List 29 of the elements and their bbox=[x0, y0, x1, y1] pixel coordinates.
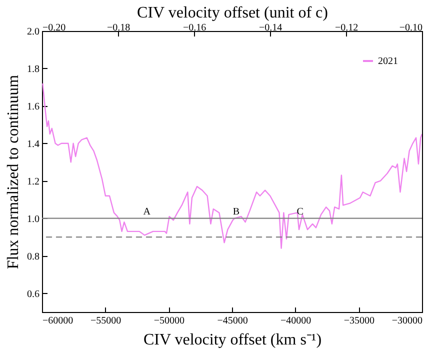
y-tick-label: 1.0 bbox=[27, 214, 40, 225]
y-tick-label: 1.6 bbox=[27, 101, 40, 112]
legend-label: 2021 bbox=[378, 56, 398, 67]
y-tick-label: 0.6 bbox=[27, 288, 40, 300]
x-tick-label: −30000 bbox=[392, 316, 422, 326]
y-tick-label: 2.0 bbox=[27, 26, 40, 38]
x2-tick-label: −0.16 bbox=[182, 22, 206, 34]
x2-tick-label: −0.12 bbox=[334, 22, 358, 34]
x-tick-label: −60000 bbox=[42, 316, 74, 326]
x2-tick-label: −0.18 bbox=[106, 22, 130, 34]
y-axis-title: Flux normalized to continuum bbox=[5, 74, 22, 270]
annotation: C bbox=[296, 206, 304, 218]
y-tick-label: 0.8 bbox=[27, 251, 40, 262]
x2-tick-label: −0.14 bbox=[258, 22, 282, 34]
y-tick-label: 1.2 bbox=[27, 176, 40, 188]
x-tick-label: −35000 bbox=[344, 316, 374, 326]
x-tick-label: −50000 bbox=[154, 316, 184, 326]
line-series bbox=[42, 82, 422, 249]
x-tick-label: −55000 bbox=[90, 316, 122, 326]
x2-tick-label: −0.10 bbox=[399, 22, 422, 34]
x-tick-label: −40000 bbox=[280, 316, 312, 326]
x-tick-label: −45000 bbox=[217, 316, 248, 326]
x2-tick-label: −0.20 bbox=[42, 22, 66, 34]
x2-axis-title: CIV velocity offset (unit of c) bbox=[137, 4, 328, 22]
y-tick-label: 1.8 bbox=[27, 64, 40, 75]
annotation: A bbox=[143, 206, 152, 218]
annotation: B bbox=[232, 206, 240, 218]
x-axis-title: CIV velocity offset (km s⁻¹) bbox=[143, 332, 322, 348]
y-tick-label: 1.4 bbox=[27, 138, 40, 150]
